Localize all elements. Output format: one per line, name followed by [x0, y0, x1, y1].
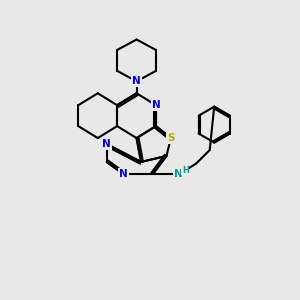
- Text: N: N: [102, 139, 111, 149]
- Text: S: S: [167, 133, 175, 143]
- Text: N: N: [174, 169, 183, 179]
- Text: N: N: [132, 76, 141, 86]
- Text: H: H: [182, 166, 189, 175]
- Text: N: N: [152, 100, 160, 110]
- Text: N: N: [119, 169, 128, 179]
